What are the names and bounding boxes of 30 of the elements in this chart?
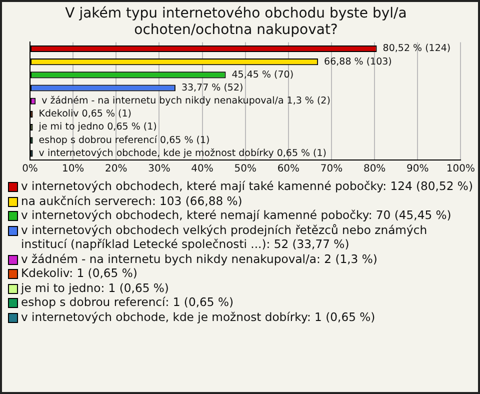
data-label: 45,45 % (70) [232,69,294,80]
legend-label: Kdekoliv: 1 (0,65 %) [21,266,138,280]
data-label: eshop s dobrou referencí 0,65 % (1) [38,134,210,146]
x-tick-label: 80% [363,164,386,175]
x-tick-label: 50% [234,164,256,175]
x-tick-label: 20% [105,164,128,175]
legend-label: je mi to jedno: 1 (0,65 %) [21,280,169,295]
x-tick-label: 100% [446,164,475,175]
legend-label: v internetových obchodech, které nemají kamenné pobočky: 70 (45,45 %) [21,208,452,222]
data-label: je mi to jedno 0,65 % (1) [38,122,157,133]
x-tick-label: 60% [277,164,300,175]
data-label: Kdekoliv 0,65 % (1) [38,108,132,120]
legend-label: v internetových obchodech, které mají také kamenné pobočky: 124 (80,52 %) [21,179,473,194]
chart-title: V jakém typu internetového obchodu byste byl/a ochoten/ochotna nakupovat? [65,6,407,38]
legend-label: v internetových obchode, kde je možnost dobírky: 1 (0,65 %) [21,310,376,324]
legend-label: eshop s dobrou referencí: 1 (0,65 %) [21,295,234,310]
x-tick-label: 40% [191,164,214,175]
data-label: 66,88 % (103) [324,56,392,68]
data-label: v žádném - na internetu bych nikdy nenakupoval/a 1,3 % (2) [42,96,330,107]
legend-label: v žádném - na internetu bych nikdy nenakupoval/a: 2 (1,3 %) [21,252,378,266]
x-tick-label: 0% [22,164,38,175]
x-tick-label: 30% [148,164,170,175]
legend-label: na aukčních serverech: 103 (66,88 %) [21,194,242,208]
x-tick-label: 10% [62,164,84,175]
x-tick-label: 90% [406,164,429,175]
data-label: 80,52 % (124) [382,43,451,54]
data-label: 33,77 % (52) [181,82,244,94]
legend-label: v internetových obchodech velkých prodejních řetězců nebo známých institucí (například Letecké společnosti ...): 52 (33,77 %) [21,222,428,252]
data-label: v internetových obchode, kde je možnost dobírky 0,65 % (1) [38,148,327,159]
x-tick-label: 70% [320,164,343,175]
